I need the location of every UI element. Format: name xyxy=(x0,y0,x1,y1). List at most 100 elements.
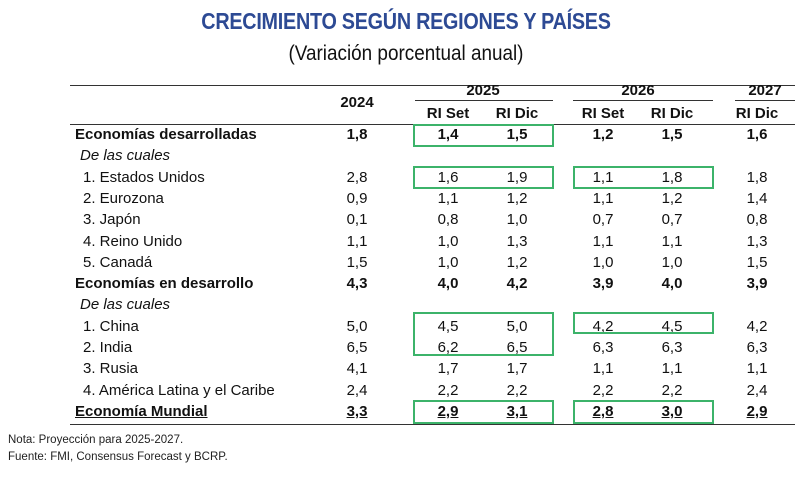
cell-2025-ri-dic: 4,2 xyxy=(506,275,528,293)
cell-2025-ri-dic: 1,3 xyxy=(506,232,528,250)
row-label: 1. Estados Unidos xyxy=(83,168,205,186)
cell-2025-ri-set: 2,9 xyxy=(437,402,459,420)
header-2026-ri-dic: RI Dic xyxy=(650,105,694,122)
cell-2025-ri-dic: 1,0 xyxy=(506,211,528,229)
row-label: 5. Canadá xyxy=(83,253,153,271)
cell-2026-ri-set: 1,2 xyxy=(592,126,614,143)
cell-2025-ri-set: 1,7 xyxy=(437,360,459,378)
cell-2024: 1,8 xyxy=(346,126,368,143)
rule-2025 xyxy=(415,100,553,101)
cell-2024: 6,5 xyxy=(346,339,368,356)
table-subtitle: (Variación porcentual anual) xyxy=(288,42,524,65)
cell-2025-ri-set: 1,1 xyxy=(437,189,459,207)
row-label: De las cuales xyxy=(80,147,171,165)
cell-2026-ri-dic: 1,1 xyxy=(661,360,683,378)
cell-2027-ri-dic: 1,5 xyxy=(746,253,768,271)
cell-2025-ri-set: 1,6 xyxy=(437,168,459,186)
cell-2026-ri-dic: 4,5 xyxy=(661,317,683,335)
row-label: 2. India xyxy=(83,339,133,356)
highlight-box xyxy=(413,166,554,189)
note-source: Fuente: FMI, Consensus Forecast y BCRP. xyxy=(8,451,228,463)
cell-2027-ri-dic: 1,8 xyxy=(746,168,768,186)
cell-2024: 2,4 xyxy=(346,381,368,399)
row-label: 3. Japón xyxy=(83,211,141,229)
cell-2027-ri-dic: 1,6 xyxy=(746,126,768,143)
highlight-box xyxy=(573,312,714,334)
row-label: 2. Eurozona xyxy=(83,189,164,207)
cell-2026-ri-dic: 4,0 xyxy=(661,275,683,293)
cell-2024: 5,0 xyxy=(346,317,368,335)
cell-2025-ri-dic: 1,7 xyxy=(506,360,528,378)
bottom-rule xyxy=(70,424,795,425)
cell-2026-ri-dic: 2,2 xyxy=(661,381,683,399)
cell-2027-ri-dic: 3,9 xyxy=(746,275,768,293)
cell-2026-ri-set: 4,2 xyxy=(592,317,614,335)
cell-2027-ri-dic: 6,3 xyxy=(746,339,768,356)
cell-2025-ri-set: 1,0 xyxy=(437,232,459,250)
cell-2025-ri-dic: 1,2 xyxy=(506,189,528,207)
highlight-box xyxy=(573,400,714,424)
cell-2026-ri-dic: 1,0 xyxy=(661,253,683,271)
cell-2026-ri-set: 1,1 xyxy=(592,360,614,378)
rule-2026 xyxy=(573,100,713,101)
cell-2025-ri-set: 4,0 xyxy=(437,275,459,293)
cell-2026-ri-set: 1,0 xyxy=(592,253,614,271)
cell-2025-ri-set: 2,2 xyxy=(437,381,459,399)
rule-2027 xyxy=(735,100,795,101)
cell-2024: 1,5 xyxy=(346,253,368,271)
cell-2025-ri-dic: 1,9 xyxy=(506,168,528,186)
cell-2024: 1,1 xyxy=(346,232,368,250)
cell-2024: 4,1 xyxy=(346,360,368,378)
cell-2026-ri-set: 1,1 xyxy=(592,168,614,186)
cell-2026-ri-set: 1,1 xyxy=(592,232,614,250)
cell-2025-ri-dic: 2,2 xyxy=(506,381,528,399)
cell-2024: 2,8 xyxy=(346,168,368,186)
cell-2026-ri-dic: 0,7 xyxy=(661,211,683,229)
cell-2026-ri-dic: 1,5 xyxy=(661,126,683,143)
cell-2025-ri-dic: 1,5 xyxy=(506,126,528,143)
cell-2026-ri-dic: 6,3 xyxy=(661,339,683,356)
note-projection: Nota: Proyección para 2025-2027. xyxy=(8,434,184,446)
cell-2027-ri-dic: 4,2 xyxy=(746,317,768,335)
cell-2027-ri-dic: 2,9 xyxy=(746,402,768,420)
table-title: CRECIMIENTO SEGÚN REGIONES Y PAÍSES xyxy=(201,8,611,34)
top-rule xyxy=(70,85,795,86)
row-label: 4. Reino Unido xyxy=(83,232,183,250)
cell-2025-ri-dic: 1,2 xyxy=(506,253,528,271)
cell-2024: 3,3 xyxy=(346,402,368,420)
header-2027-ri-dic: RI Dic xyxy=(735,105,779,122)
cell-2027-ri-dic: 0,8 xyxy=(746,211,768,229)
cell-2026-ri-set: 3,9 xyxy=(592,275,614,293)
highlight-box xyxy=(413,312,554,356)
cell-2027-ri-dic: 1,4 xyxy=(746,189,768,207)
row-label: 3. Rusia xyxy=(83,360,139,378)
cell-2027-ri-dic: 2,4 xyxy=(746,381,768,399)
header-2025-ri-dic: RI Dic xyxy=(495,105,539,122)
header-year-2024: 2024 xyxy=(340,94,374,111)
row-label: Economías en desarrollo xyxy=(75,275,254,293)
cell-2025-ri-set: 1,0 xyxy=(437,253,459,271)
cell-2026-ri-dic: 3,0 xyxy=(661,402,683,420)
cell-2024: 0,9 xyxy=(346,189,368,207)
cell-2025-ri-set: 4,5 xyxy=(437,317,459,335)
cell-2024: 0,1 xyxy=(346,211,368,229)
cell-2026-ri-set: 2,2 xyxy=(592,381,614,399)
cell-2024: 4,3 xyxy=(346,275,368,293)
cell-2026-ri-dic: 1,2 xyxy=(661,189,683,207)
highlight-box xyxy=(413,400,554,424)
header-year-2025: 2025 xyxy=(466,82,500,99)
header-year-2026: 2026 xyxy=(621,82,655,99)
header-2025-ri-set: RI Set xyxy=(426,105,470,122)
row-label: Economías desarrolladas xyxy=(75,126,257,143)
cell-2027-ri-dic: 1,3 xyxy=(746,232,768,250)
cell-2026-ri-dic: 1,8 xyxy=(661,168,683,186)
row-label: 1. China xyxy=(83,317,139,335)
row-label: De las cuales xyxy=(80,296,171,314)
row-label: Economía Mundial xyxy=(75,402,208,420)
cell-2025-ri-set: 1,4 xyxy=(437,126,459,143)
highlight-box xyxy=(413,124,554,147)
header-year-2027: 2027 xyxy=(748,82,782,99)
cell-2026-ri-set: 1,1 xyxy=(592,189,614,207)
cell-2025-ri-dic: 6,5 xyxy=(506,339,528,356)
header-2026-ri-set: RI Set xyxy=(581,105,625,122)
